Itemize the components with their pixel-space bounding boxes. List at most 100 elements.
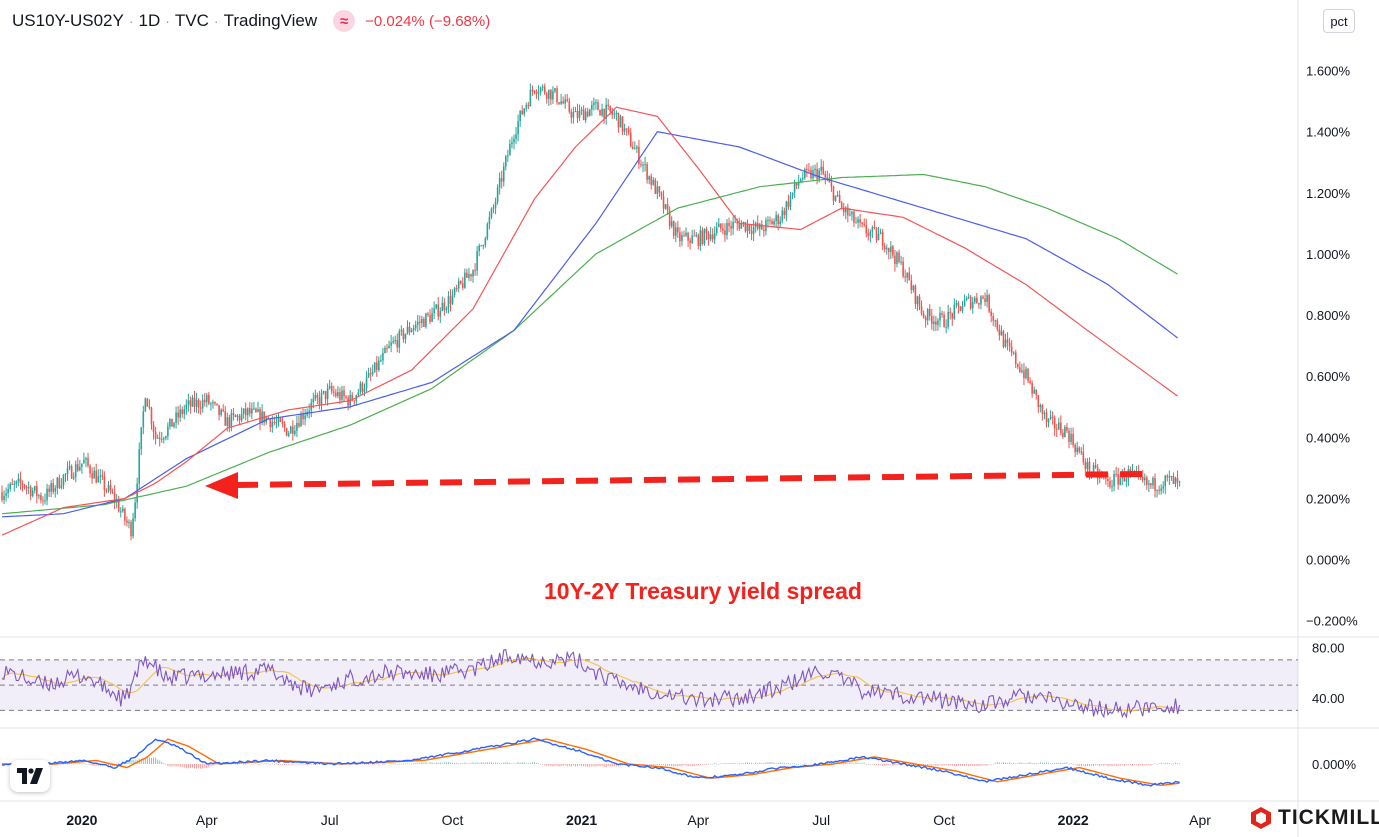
brand-name: TICKMILL [1278,806,1379,829]
percent-scale-button[interactable]: pct [1323,9,1355,33]
macd-histogram-bar [548,764,550,766]
macd-histogram-bar [1148,764,1150,766]
tradingview-logo-icon[interactable] [10,760,50,792]
candle-body [351,394,354,401]
candle-body [648,176,650,180]
candle-body [214,402,216,404]
macd-histogram-bar [1015,763,1017,764]
candle-body [1031,382,1033,394]
macd-histogram-bar [433,763,435,764]
candle-body [142,411,145,428]
candle-body [863,223,866,225]
macd-histogram-bar [1009,762,1011,764]
macd-histogram-bar [478,762,480,764]
price-axis-tick: 0.600% [1306,369,1351,384]
candle-body [64,474,67,476]
macd-histogram-bar [382,764,384,765]
macd-histogram-bar [759,762,761,764]
candle-body [537,92,540,94]
macd-histogram-bar [1043,762,1045,764]
price-axis-tick: 0.800% [1306,308,1351,323]
macd-histogram-bar [120,763,122,764]
macd-histogram-bar [511,763,513,764]
macd-histogram-bar [384,764,386,765]
macd-histogram-bar [1162,763,1164,764]
macd-histogram-bar [722,763,724,765]
macd-histogram-bar [392,763,394,765]
symbol-label[interactable]: US10Y-US02Y [12,11,124,30]
candle-body [775,215,777,222]
candle-body [97,476,100,483]
candle-body [910,280,913,291]
macd-histogram-bar [372,764,374,765]
candle-body [1170,476,1173,478]
macd-histogram-bar [288,764,290,765]
candle-body [414,324,417,329]
macd-histogram-bar [1093,764,1095,767]
candle-body [988,295,990,312]
macd-histogram-bar [533,762,535,764]
approx-badge-icon[interactable]: ≈ [333,10,356,32]
time-axis-tick: Apr [196,812,218,828]
macd-histogram-bar [146,757,148,764]
candle-body [926,308,929,321]
candle-body [808,169,810,171]
macd-histogram-bar [972,764,974,766]
candle-body [324,391,327,400]
interval-label[interactable]: 1D [138,11,161,30]
candle-body [842,207,845,213]
macd-histogram-bar [1144,764,1146,766]
candle-body [619,116,622,128]
candle-body [380,360,382,362]
candle-body [593,102,595,105]
candle-body [418,321,421,323]
candle-body [390,342,392,346]
macd-histogram-bar [583,764,585,767]
candle-body [1111,486,1113,488]
candle-body [447,296,450,309]
macd-histogram-bar [552,764,554,767]
macd-histogram-bar [656,764,658,766]
candle-body [967,296,970,298]
macd-histogram-bar [1037,763,1039,764]
macd-histogram-bar [447,762,449,764]
candle-body [74,464,77,478]
candle-body [1092,465,1095,473]
candle-body [304,415,306,420]
macd-histogram-bar [415,763,417,764]
macd-histogram-bar [292,764,294,765]
annotation-dashed-line [233,471,1143,488]
macd-histogram-bar [531,762,533,764]
candle-body [945,326,947,328]
macd-histogram-bar [988,764,990,765]
macd-histogram-bar [773,762,775,764]
macd-histogram-bar [945,764,947,765]
candle-body [566,99,569,102]
candle-body [742,222,745,224]
macd-histogram-bar [1107,764,1109,767]
candle-body [337,392,339,397]
chart-annotation: 10Y-2Y Treasury yield spread [544,578,862,604]
candle-body [750,230,753,234]
macd-histogram-bar [509,762,511,764]
macd-histogram-bar [550,764,552,766]
candle-body [1043,412,1046,414]
candle-body [498,177,501,188]
candle-body [1162,486,1165,489]
macd-histogram-bar [151,757,153,764]
candle-body [359,383,362,393]
candle-body [1066,426,1068,431]
time-axis-tick: Jul [812,812,830,828]
macd-histogram-bar [777,762,779,764]
candle-body [631,146,634,149]
candle-body [382,353,384,361]
macd-histogram-bar [1007,763,1009,764]
candle-body [992,315,995,321]
macd-histogram-bar [443,762,445,764]
candle-body [564,99,566,104]
macd-histogram-bar [910,764,912,766]
candle-body [609,105,612,112]
candle-body [677,227,679,233]
candle-body [1160,488,1162,491]
